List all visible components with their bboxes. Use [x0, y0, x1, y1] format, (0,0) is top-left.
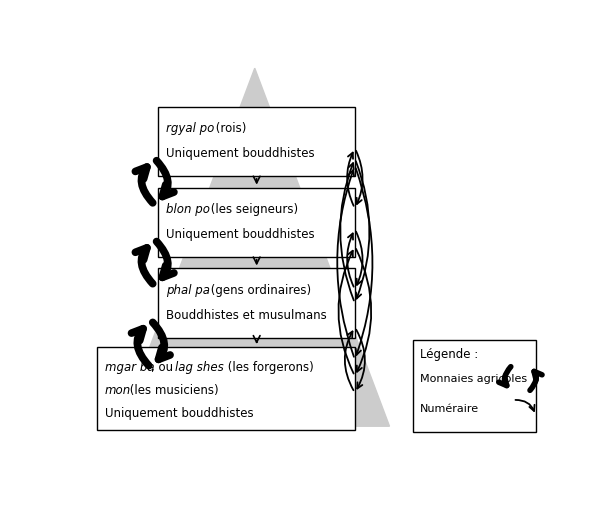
FancyArrowPatch shape	[157, 242, 174, 278]
Text: Bouddhistes et musulmans: Bouddhistes et musulmans	[166, 309, 327, 322]
Text: lag shes: lag shes	[175, 360, 224, 373]
FancyArrowPatch shape	[499, 367, 511, 386]
Text: Uniquement bouddhistes: Uniquement bouddhistes	[166, 147, 315, 160]
Text: Uniquement bouddhistes: Uniquement bouddhistes	[105, 406, 253, 419]
FancyArrowPatch shape	[356, 152, 362, 205]
Text: (les seigneurs): (les seigneurs)	[207, 203, 298, 216]
Polygon shape	[120, 69, 390, 426]
FancyArrowPatch shape	[347, 154, 354, 207]
FancyArrowPatch shape	[356, 169, 373, 355]
Text: (les forgerons): (les forgerons)	[224, 360, 314, 373]
Text: Numéraire: Numéraire	[420, 403, 479, 413]
Text: (gens ordinaires): (gens ordinaires)	[207, 283, 311, 296]
FancyArrowPatch shape	[132, 329, 149, 366]
FancyBboxPatch shape	[97, 347, 355, 430]
Text: Uniquement bouddhistes: Uniquement bouddhistes	[166, 228, 315, 241]
Text: rgyal po: rgyal po	[166, 122, 214, 135]
FancyArrowPatch shape	[340, 164, 354, 301]
Text: blon po: blon po	[166, 203, 210, 216]
FancyArrowPatch shape	[135, 168, 153, 204]
Text: mon: mon	[105, 383, 131, 396]
FancyArrowPatch shape	[347, 234, 354, 287]
FancyBboxPatch shape	[158, 269, 355, 338]
FancyArrowPatch shape	[339, 251, 354, 374]
Text: (les musiciens): (les musiciens)	[126, 383, 219, 396]
FancyArrowPatch shape	[515, 400, 535, 411]
FancyArrowPatch shape	[356, 249, 371, 372]
Text: (rois): (rois)	[213, 122, 247, 135]
FancyArrowPatch shape	[530, 372, 542, 390]
FancyArrowPatch shape	[153, 323, 170, 360]
FancyBboxPatch shape	[158, 188, 355, 258]
Text: Légende :: Légende :	[420, 347, 479, 361]
FancyArrowPatch shape	[337, 171, 354, 357]
FancyArrowPatch shape	[157, 162, 174, 197]
FancyArrowPatch shape	[135, 248, 153, 284]
FancyBboxPatch shape	[412, 340, 536, 433]
FancyArrowPatch shape	[356, 330, 365, 389]
FancyArrowPatch shape	[345, 332, 353, 390]
FancyBboxPatch shape	[158, 108, 355, 177]
Text: phal pa: phal pa	[166, 283, 210, 296]
Text: mgar ba: mgar ba	[105, 360, 154, 373]
FancyArrowPatch shape	[356, 232, 362, 285]
Text: Monnaies agricoles: Monnaies agricoles	[420, 374, 527, 384]
FancyArrowPatch shape	[356, 162, 370, 299]
Text: , ou: , ou	[151, 360, 177, 373]
